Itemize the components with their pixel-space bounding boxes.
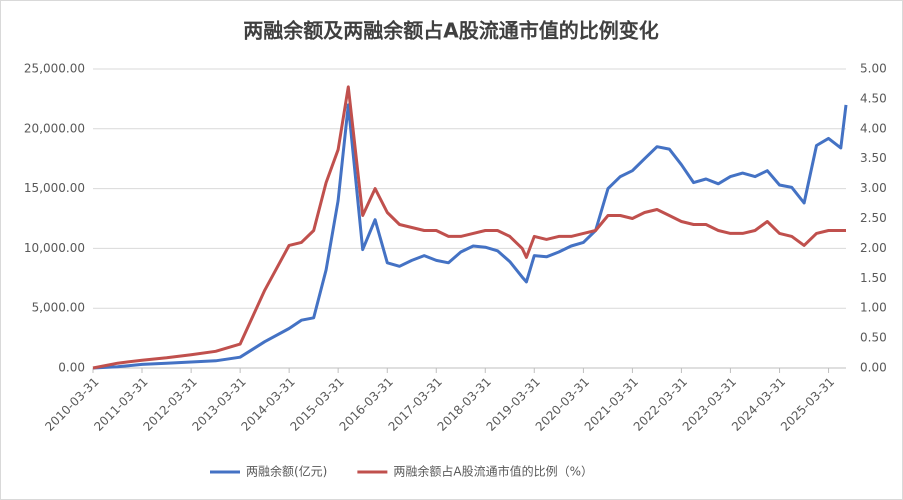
y2-tick-label: 3.00 bbox=[860, 181, 887, 195]
legend-label: 两融余额(亿元) bbox=[246, 464, 327, 479]
y2-tick-label: 2.00 bbox=[860, 241, 887, 255]
y2-tick-label: 0.50 bbox=[860, 331, 887, 345]
y-tick-label: 25,000.00 bbox=[24, 62, 85, 76]
y-tick-label: 20,000.00 bbox=[24, 121, 85, 135]
y2-tick-label: 4.50 bbox=[860, 91, 887, 105]
y2-tick-label: 1.50 bbox=[860, 271, 887, 285]
y-tick-label: 10,000.00 bbox=[24, 241, 85, 255]
chart-title: 两融余额及两融余额占A股流通市值的比例变化 bbox=[243, 19, 658, 43]
y2-tick-label: 4.00 bbox=[860, 121, 887, 135]
data-line bbox=[92, 85, 846, 370]
y2-tick-label: 0.00 bbox=[860, 361, 887, 375]
y2-tick-label: 5.00 bbox=[860, 62, 887, 76]
data-line bbox=[92, 103, 848, 370]
y2-tick-label: 3.50 bbox=[860, 151, 887, 165]
y-tick-label: 0.00 bbox=[58, 361, 85, 375]
y-tick-label: 15,000.00 bbox=[24, 181, 85, 195]
y2-tick-label: 1.00 bbox=[860, 301, 887, 315]
y2-tick-label: 2.50 bbox=[860, 211, 887, 225]
legend-label: 两融余额占A股流通市值的比例（%） bbox=[393, 464, 593, 479]
y-tick-label: 5,000.00 bbox=[32, 301, 85, 315]
